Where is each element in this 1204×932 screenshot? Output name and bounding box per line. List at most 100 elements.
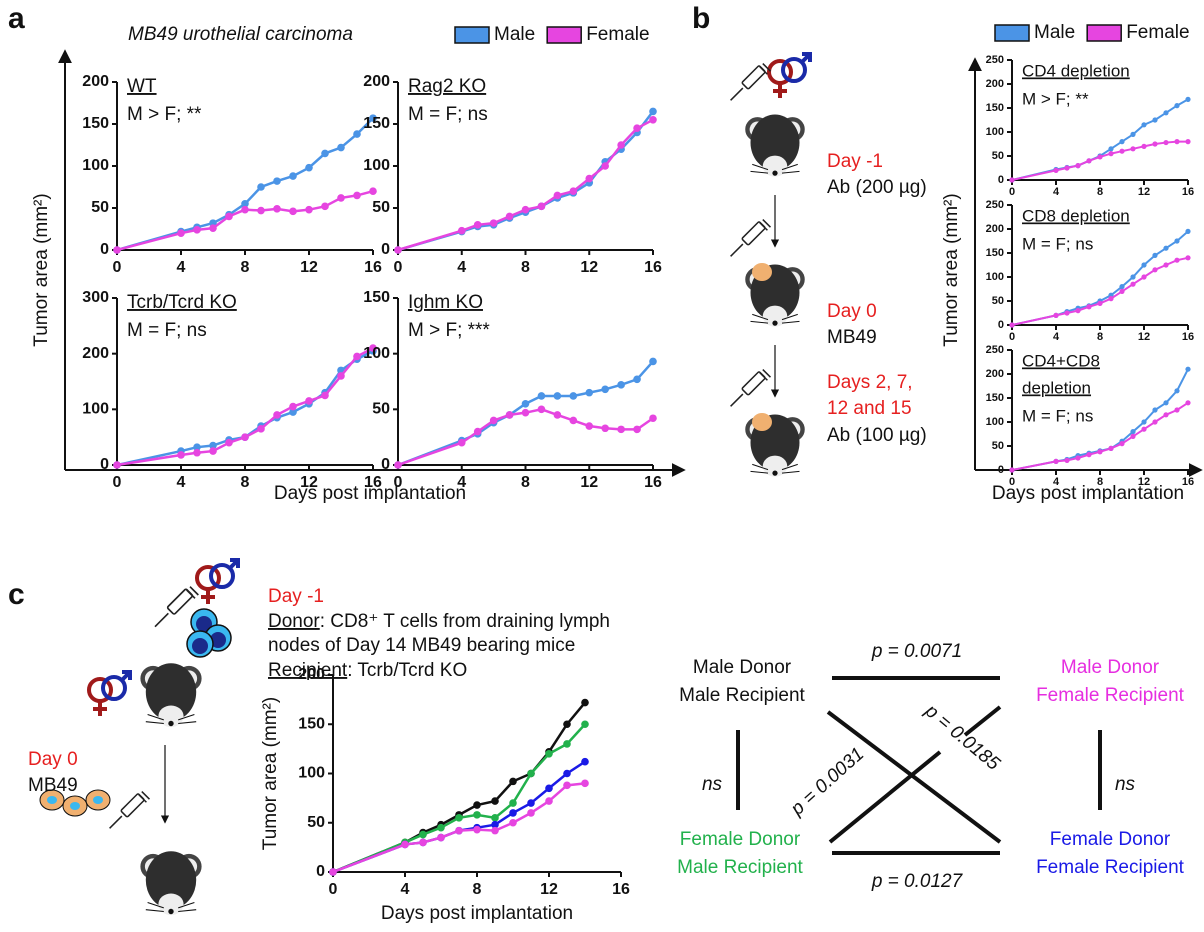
data-point: [1009, 322, 1014, 327]
y-axis-label: Tumor area (mm²): [31, 193, 52, 346]
data-point: [1053, 168, 1058, 173]
chart-title: CD4+CD8: [1022, 351, 1100, 370]
y-tick-label: 300: [82, 289, 109, 306]
data-point: [394, 246, 402, 254]
data-point: [1108, 296, 1113, 301]
data-point: [509, 778, 517, 786]
x-tick-label: 16: [364, 259, 382, 276]
data-point: [273, 205, 281, 213]
data-point: [321, 392, 329, 400]
x-tick-label: 0: [1009, 476, 1015, 488]
data-point: [1185, 400, 1190, 405]
y-tick-label: 200: [986, 78, 1004, 90]
x-tick-label: 12: [580, 474, 598, 491]
x-tick-label: 4: [457, 259, 466, 276]
data-point: [1130, 274, 1135, 279]
data-point: [329, 868, 337, 876]
data-point: [617, 426, 625, 434]
group-label: Male Recipient: [677, 857, 803, 878]
y-tick-label: 200: [986, 223, 1004, 235]
data-point: [1185, 139, 1190, 144]
y-tick-label: 100: [986, 271, 1004, 283]
y-tick-label: 100: [298, 765, 325, 782]
series-line: [398, 120, 653, 250]
syringe: [731, 220, 771, 257]
syringe: [110, 792, 150, 829]
data-point: [545, 797, 553, 805]
data-point: [353, 130, 361, 138]
donor-text: : CD8⁺ T cells from draining lymph: [320, 611, 610, 632]
data-point: [1053, 313, 1058, 318]
data-point: [225, 213, 233, 221]
chart-title: WT: [127, 76, 157, 97]
t-cells: [187, 609, 231, 657]
data-point: [1152, 407, 1157, 412]
y-tick-label: 0: [381, 456, 390, 473]
x-tick-label: 8: [1097, 331, 1103, 343]
data-point: [337, 144, 345, 152]
data-point: [1174, 238, 1179, 243]
x-tick-label: 4: [177, 474, 186, 491]
data-point: [273, 411, 281, 419]
data-point: [509, 799, 517, 807]
data-point: [1152, 419, 1157, 424]
data-point: [1097, 154, 1102, 159]
data-point: [581, 720, 589, 728]
data-point: [1130, 434, 1135, 439]
x-tick-label: 8: [473, 881, 482, 898]
data-point: [1009, 467, 1014, 472]
mouse: [140, 663, 201, 727]
step-day: Day -1: [827, 151, 883, 172]
step-text: MB49: [827, 327, 877, 348]
x-tick-label: 12: [540, 881, 558, 898]
data-point: [1086, 304, 1091, 309]
data-point: [490, 417, 498, 425]
x-axis-label: Days post implantation: [381, 903, 573, 924]
legend-swatch: [547, 27, 581, 43]
chart-annotation: M > F; **: [127, 104, 202, 125]
data-point: [585, 175, 593, 183]
data-point: [1141, 144, 1146, 149]
data-point: [1163, 110, 1168, 115]
data-point: [337, 194, 345, 202]
chart-title: Rag2 KO: [408, 76, 486, 97]
y-tick-label: 150: [986, 102, 1004, 114]
data-point: [554, 192, 562, 200]
data-point: [617, 381, 625, 389]
data-point: [1097, 301, 1102, 306]
x-tick-label: 4: [457, 474, 466, 491]
data-point: [527, 809, 535, 817]
x-tick-label: 4: [1053, 186, 1060, 198]
data-point: [527, 799, 535, 807]
y-tick-label: 0: [998, 464, 1004, 476]
data-point: [394, 461, 402, 469]
data-point: [113, 461, 121, 469]
x-tick-label: 8: [521, 259, 530, 276]
y-tick-label: 250: [986, 199, 1004, 211]
x-tick-label: 12: [580, 259, 598, 276]
chart-annotation: M = F; ns: [127, 320, 207, 341]
data-point: [554, 411, 562, 419]
data-point: [209, 447, 217, 455]
data-point: [522, 400, 530, 408]
data-point: [1119, 149, 1124, 154]
x-tick-label: 12: [300, 259, 318, 276]
x-tick-label: 8: [241, 474, 250, 491]
data-point: [1163, 246, 1168, 251]
x-tick-label: 16: [1182, 331, 1194, 343]
data-point: [1097, 449, 1102, 454]
data-point: [458, 439, 466, 447]
data-point: [1163, 412, 1168, 417]
data-point: [538, 392, 546, 400]
step-text: Ab (100 µg): [827, 425, 927, 446]
data-point: [563, 770, 571, 778]
y-tick-label: 200: [82, 345, 109, 362]
syringe: [731, 370, 771, 407]
data-point: [1174, 388, 1179, 393]
data-point: [474, 428, 482, 436]
data-point: [337, 372, 345, 380]
data-point: [617, 141, 625, 149]
x-tick-label: 8: [521, 474, 530, 491]
data-point: [473, 826, 481, 834]
series-line: [1012, 258, 1188, 325]
